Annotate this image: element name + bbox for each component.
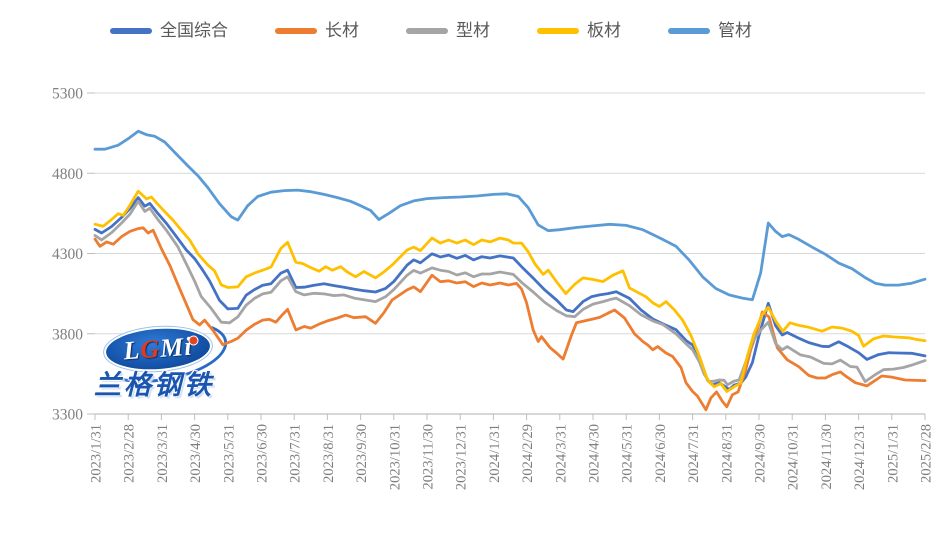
x-tick-label-14: 2024/3/31: [553, 424, 569, 483]
series-line-3-板材: [93, 189, 927, 393]
legend-marker-icon: [537, 27, 579, 34]
x-tick-label-15: 2024/4/30: [587, 424, 603, 483]
x-tick-label-23: 2024/12/31: [852, 424, 868, 490]
x-tick-label-17: 2024/6/30: [653, 424, 669, 483]
x-tick-label-9: 2023/10/31: [387, 424, 403, 490]
legend-label: 全国综合: [160, 21, 228, 40]
x-tick-label-1: 2023/2/28: [122, 424, 138, 483]
y-tick-label-3800: 3800: [52, 326, 83, 343]
series-line-0-全国综合: [93, 196, 927, 392]
x-tick-label-25: 2025/2/28: [919, 424, 935, 483]
legend-item-全国综合: 全国综合: [110, 22, 228, 39]
legend-marker-icon: [110, 27, 152, 34]
legend-item-型材: 型材: [406, 22, 490, 39]
legend-item-管材: 管材: [668, 22, 752, 39]
x-tick-label-12: 2024/1/31: [487, 424, 503, 483]
x-tick-label-13: 2024/2/29: [520, 424, 536, 483]
x-tick-label-24: 2025/1/31: [885, 424, 901, 483]
x-tick-label-20: 2024/9/30: [753, 424, 769, 483]
x-tick-label-22: 2024/11/30: [819, 424, 835, 490]
x-tick-label-21: 2024/10/31: [786, 424, 802, 490]
x-tick-label-3: 2023/4/30: [188, 424, 204, 483]
x-tick-label-5: 2023/6/30: [255, 424, 271, 483]
x-tick-label-0: 2023/1/31: [89, 424, 105, 483]
y-tick-label-4300: 4300: [52, 246, 83, 263]
x-tick-label-6: 2023/7/31: [288, 424, 304, 483]
legend-marker-icon: [406, 27, 448, 34]
y-tick-label-3300: 3300: [52, 407, 83, 424]
y-tick-label-4800: 4800: [52, 166, 83, 183]
legend-label: 管材: [718, 21, 752, 40]
x-tick-label-10: 2023/11/30: [421, 424, 437, 490]
x-tick-label-11: 2023/12/31: [454, 424, 470, 490]
legend-label: 型材: [456, 21, 490, 40]
chart-legend: 全国综合 长材 型材 板材 管材: [110, 22, 752, 39]
x-tick-label-19: 2024/8/31: [719, 424, 735, 483]
series-line-4-管材: [93, 129, 927, 302]
legend-marker-icon: [668, 27, 710, 34]
x-tick-label-4: 2023/5/31: [221, 424, 237, 483]
y-tick-label-5300: 5300: [52, 86, 83, 103]
legend-item-长材: 长材: [275, 22, 359, 39]
legend-marker-icon: [275, 27, 317, 34]
legend-item-板材: 板材: [537, 22, 621, 39]
x-tick-label-7: 2023/8/31: [321, 424, 337, 483]
x-tick-label-18: 2024/7/31: [686, 424, 702, 483]
legend-label: 板材: [587, 21, 621, 40]
series-line-2-型材: [93, 199, 927, 387]
x-tick-label-2: 2023/3/31: [155, 424, 171, 483]
legend-label: 长材: [325, 21, 359, 40]
x-tick-label-8: 2023/9/30: [354, 424, 370, 483]
x-tick-label-16: 2024/5/31: [620, 424, 636, 483]
